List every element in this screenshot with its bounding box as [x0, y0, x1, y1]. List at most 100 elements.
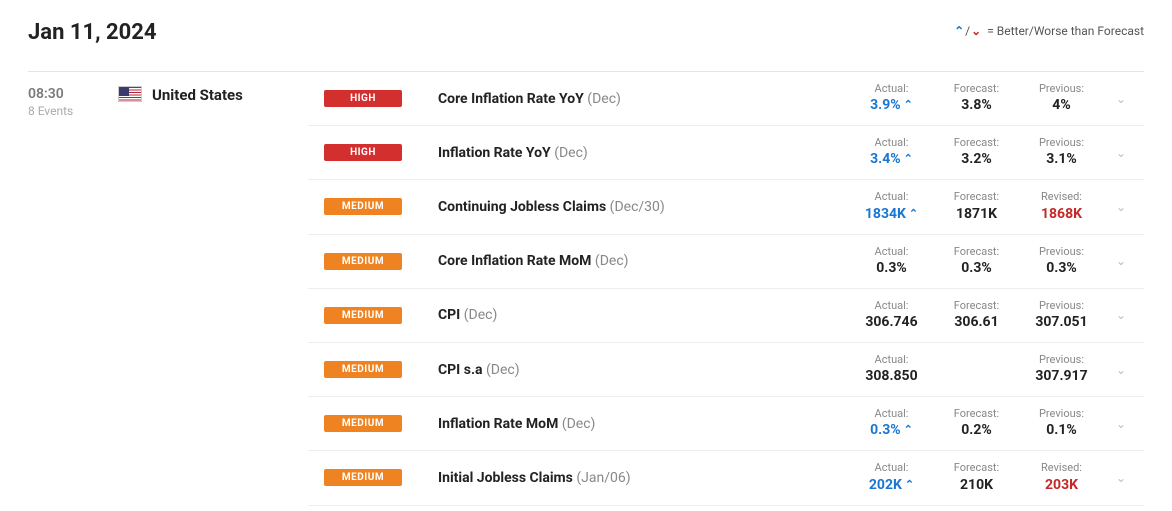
impact-cell: HIGH [308, 144, 418, 161]
arrow-up-icon: ⌃ [904, 423, 913, 437]
impact-badge: HIGH [324, 90, 402, 107]
forecast-value-text: 3.8% [961, 96, 991, 114]
impact-cell: MEDIUM [308, 361, 418, 378]
forecast-label: Forecast: [934, 190, 1019, 204]
chevron-down-icon: ⌄ [1116, 146, 1126, 160]
forecast-label: Forecast: [934, 245, 1019, 259]
forecast-label: Forecast: [934, 461, 1019, 475]
actual-value-text: 0.3% [876, 259, 906, 277]
event-row[interactable]: MEDIUMInitial Jobless Claims (Jan/06)Act… [308, 451, 1144, 505]
impact-badge: MEDIUM [324, 253, 402, 270]
previous-cell: Revised:1868K [1019, 190, 1104, 223]
impact-badge: MEDIUM [324, 415, 402, 432]
impact-badge: MEDIUM [324, 198, 402, 215]
expand-row-button[interactable]: ⌄ [1104, 471, 1138, 485]
event-name: CPI [438, 307, 460, 323]
event-row[interactable]: MEDIUMCPI (Dec)Actual:306.746Forecast:30… [308, 289, 1144, 343]
event-name: Core Inflation Rate YoY [438, 91, 584, 107]
impact-badge: MEDIUM [324, 307, 402, 324]
event-row[interactable]: MEDIUMContinuing Jobless Claims (Dec/30)… [308, 180, 1144, 234]
event-row[interactable]: HIGHCore Inflation Rate YoY (Dec)Actual:… [308, 72, 1144, 126]
event-period: (Dec) [558, 416, 595, 432]
forecast-value-text: 0.3% [961, 259, 991, 277]
expand-row-button[interactable]: ⌄ [1104, 200, 1138, 214]
previous-value: 3.1% [1046, 150, 1076, 168]
actual-label: Actual: [849, 299, 934, 313]
event-time: 08:30 [28, 86, 118, 102]
event-period: (Dec) [591, 253, 628, 269]
forecast-label: Forecast: [934, 407, 1019, 421]
forecast-cell: Forecast:210K [934, 461, 1019, 494]
actual-value-text: 1834K [865, 205, 906, 223]
forecast-value-text: 0.2% [961, 421, 991, 439]
previous-value-text: 1868K [1041, 205, 1082, 223]
actual-label: Actual: [849, 461, 934, 475]
event-name: Initial Jobless Claims [438, 470, 573, 486]
event-row[interactable]: MEDIUMCore Inflation Rate MoM (Dec)Actua… [308, 235, 1144, 289]
forecast-value: 3.8% [961, 96, 991, 114]
date-title: Jan 11, 2024 [28, 20, 156, 45]
impact-cell: MEDIUM [308, 307, 418, 324]
previous-value-text: 307.917 [1035, 367, 1087, 385]
event-row[interactable]: MEDIUMCPI s.a (Dec)Actual:308.850Previou… [308, 343, 1144, 397]
actual-value: 3.4%⌃ [870, 150, 913, 168]
event-name-cell: CPI s.a (Dec) [418, 362, 849, 378]
expand-row-button[interactable]: ⌄ [1104, 92, 1138, 106]
forecast-cell: Forecast:3.8% [934, 82, 1019, 115]
event-period: (Dec) [483, 362, 520, 378]
expand-row-button[interactable]: ⌄ [1104, 254, 1138, 268]
country-name: United States [152, 86, 243, 104]
header: Jan 11, 2024 ⌃ / ⌄ = Better/Worse than F… [28, 20, 1144, 45]
actual-value-text: 0.3% [870, 421, 900, 439]
forecast-value-text: 210K [960, 476, 993, 494]
legend-text: = Better/Worse than Forecast [987, 24, 1144, 38]
previous-value: 307.051 [1035, 313, 1087, 331]
forecast-label: Forecast: [934, 82, 1019, 96]
actual-value: 1834K⌃ [865, 205, 918, 223]
actual-cell: Actual:1834K⌃ [849, 190, 934, 223]
forecast-cell: Forecast:0.3% [934, 245, 1019, 278]
previous-value-text: 203K [1045, 476, 1078, 494]
previous-label: Previous: [1019, 299, 1104, 313]
expand-row-button[interactable]: ⌄ [1104, 308, 1138, 322]
event-period: (Dec) [460, 307, 497, 323]
event-count: 8 Events [28, 104, 118, 118]
impact-cell: MEDIUM [308, 469, 418, 486]
previous-label: Previous: [1019, 136, 1104, 150]
previous-label: Previous: [1019, 245, 1104, 259]
event-name-cell: Core Inflation Rate YoY (Dec) [418, 91, 849, 107]
arrow-up-icon: ⌃ [904, 98, 913, 112]
actual-value: 306.746 [865, 313, 917, 331]
forecast-value-text: 3.2% [961, 150, 991, 168]
expand-row-button[interactable]: ⌄ [1104, 146, 1138, 160]
chevron-down-icon: ⌄ [1116, 92, 1126, 106]
country-column: United States [118, 72, 308, 506]
chevron-down-icon: ⌄ [1116, 200, 1126, 214]
impact-cell: MEDIUM [308, 415, 418, 432]
events-list: HIGH Core Inflation Rate YoY (Dec) Actual:… [308, 72, 1144, 506]
event-name: Inflation Rate YoY [438, 145, 551, 161]
previous-value: 1868K [1041, 205, 1082, 223]
impact-badge: MEDIUM [324, 469, 402, 486]
previous-cell: Previous:3.1% [1019, 136, 1104, 169]
event-name: Inflation Rate MoM [438, 416, 558, 432]
actual-label: Actual: [849, 407, 934, 421]
actual-label: Actual: [849, 353, 934, 367]
actual-value: 202K⌃ [869, 476, 914, 494]
previous-cell: Previous:0.3% [1019, 245, 1104, 278]
actual-value: 0.3% [876, 259, 906, 277]
forecast-value: 0.2% [961, 421, 991, 439]
event-row[interactable]: MEDIUMInflation Rate MoM (Dec)Actual:0.3… [308, 397, 1144, 451]
previous-label: Previous: [1019, 407, 1104, 421]
expand-row-button[interactable]: ⌄ [1104, 363, 1138, 377]
event-row[interactable]: HIGHInflation Rate YoY (Dec)Actual:3.4%⌃… [308, 126, 1144, 180]
previous-label: Previous: [1019, 82, 1104, 96]
previous-value-text: 0.3% [1046, 259, 1076, 277]
event-name-cell: Inflation Rate MoM (Dec) [418, 416, 849, 432]
expand-row-button[interactable]: ⌄ [1104, 417, 1138, 431]
event-period: (Dec) [551, 145, 588, 161]
arrow-up-icon: ⌃ [909, 207, 918, 221]
impact-cell: HIGH [308, 90, 418, 107]
calendar-group: 08:30 8 Events United States HIGH Core In… [28, 71, 1144, 506]
actual-value: 308.850 [865, 367, 917, 385]
